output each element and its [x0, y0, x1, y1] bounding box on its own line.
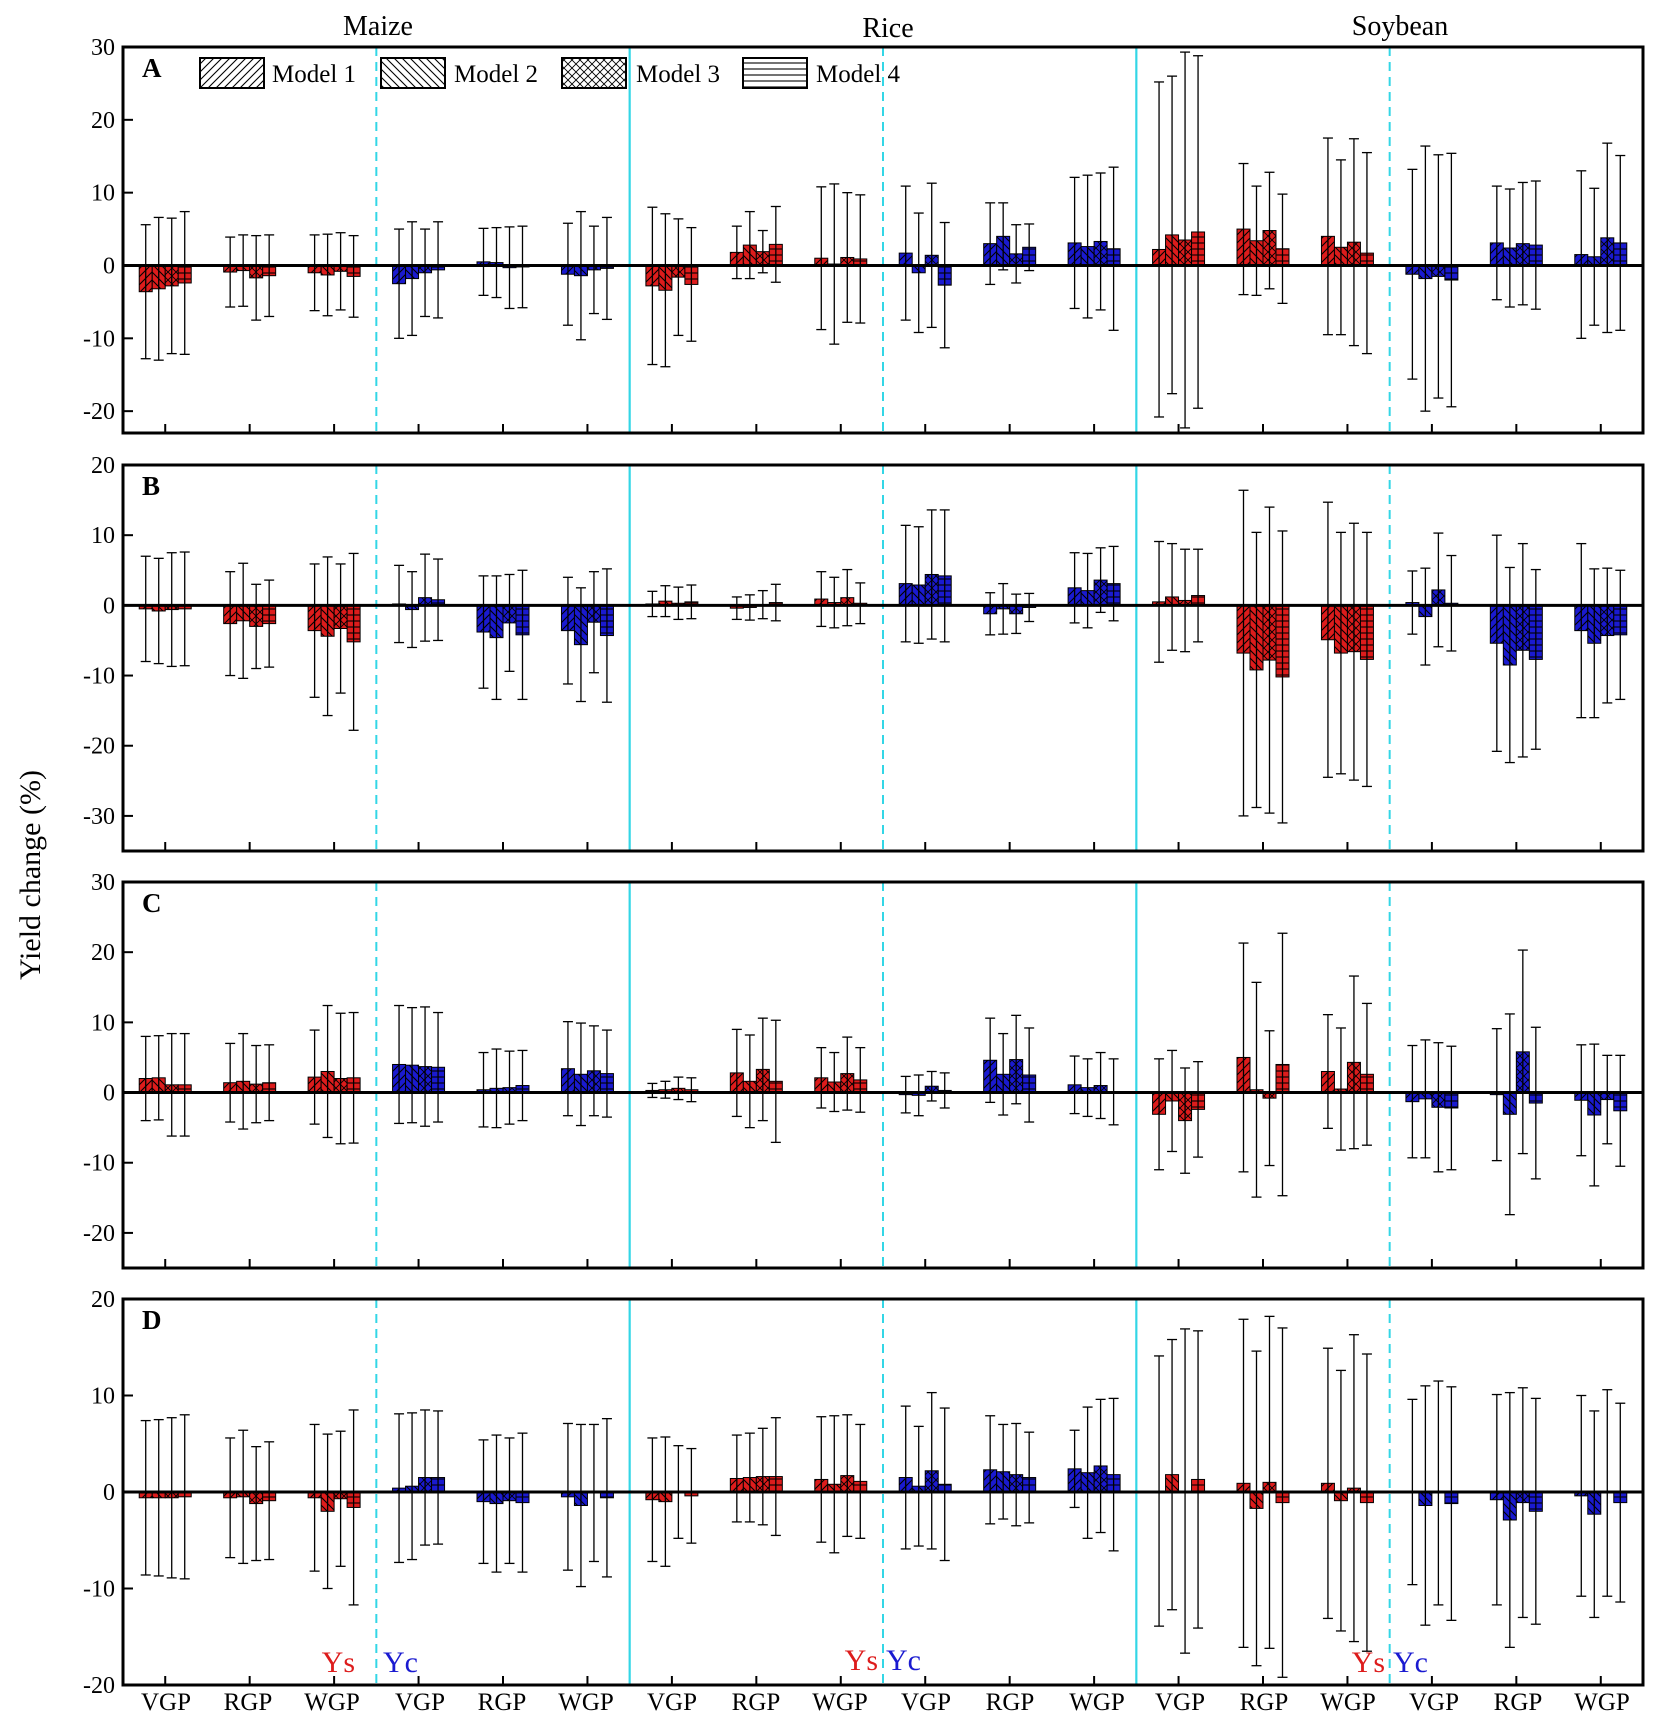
x-tick-label: VGP	[395, 1689, 445, 1716]
y-tick-label: 0	[103, 1081, 115, 1107]
y-tick-label: -20	[83, 734, 115, 760]
x-tick-label: WGP	[1574, 1689, 1630, 1716]
x-tick-label: WGP	[1320, 1689, 1376, 1716]
y-tick-label: 10	[91, 181, 115, 207]
legend-label-model-3: Model 3	[636, 61, 720, 88]
x-tick-labels: VGP RGP WGP VGP RGP WGP VGP RGP WGP VGP …	[141, 1689, 1630, 1716]
x-tick-label: VGP	[647, 1689, 697, 1716]
panel-frame	[121, 463, 1645, 853]
x-tick-label: RGP	[478, 1689, 527, 1716]
y-tick-label: 0	[103, 1480, 115, 1506]
y-tick-label: -20	[83, 1673, 115, 1699]
crop-title-soybean: Soybean	[1352, 11, 1448, 42]
y-tick-label: -10	[83, 664, 115, 690]
legend-swatch-model-4	[742, 57, 808, 89]
panel-C: -20 -10 0 10 20 30 C	[83, 870, 1645, 1270]
panel-B: -30 -20 -10 0 10 20 B	[83, 453, 1645, 853]
y-tick-label: 0	[103, 593, 115, 619]
x-tick-label: RGP	[732, 1689, 781, 1716]
y-tick-label: -10	[83, 326, 115, 352]
y-tick-label: 20	[91, 940, 115, 966]
x-tick-label: RGP	[1240, 1689, 1289, 1716]
panel-label: A	[142, 53, 162, 83]
panel-frame	[121, 1297, 1645, 1687]
group-label-ys: Ys	[845, 1644, 878, 1677]
x-tick-label: WGP	[1069, 1689, 1125, 1716]
y-tick-label: 0	[103, 253, 115, 279]
x-tick-label: VGP	[1409, 1689, 1459, 1716]
y-tick-label: -30	[83, 804, 115, 830]
y-tick-label: -10	[83, 1151, 115, 1177]
y-axis-label: Yield change (%)	[14, 770, 47, 980]
y-tick-label: 30	[91, 870, 115, 896]
y-tick-label: -20	[83, 399, 115, 425]
legend-swatch-model-3	[561, 57, 627, 89]
legend-swatch-model-1	[199, 57, 265, 89]
group-label-yc: Yc	[886, 1644, 921, 1677]
legend-label-model-1: Model 1	[272, 61, 356, 88]
x-tick-label: VGP	[141, 1689, 191, 1716]
panel-label: C	[142, 888, 162, 918]
x-tick-label: VGP	[901, 1689, 951, 1716]
legend-swatch-model-2	[380, 57, 446, 89]
group-labels: Ys Yc Ys Yc Ys Yc	[322, 1644, 1428, 1679]
x-tick-label: RGP	[986, 1689, 1035, 1716]
legend-label-model-2: Model 2	[454, 61, 538, 88]
x-tick-label: WGP	[304, 1689, 360, 1716]
y-tick-label: -10	[83, 1577, 115, 1603]
x-tick-label: WGP	[558, 1689, 614, 1716]
x-tick-label: RGP	[1494, 1689, 1543, 1716]
y-tick-label: 20	[91, 1287, 115, 1313]
y-tick-label: 10	[91, 1010, 115, 1036]
y-tick-label: 30	[91, 35, 115, 61]
panel-frame	[121, 880, 1645, 1270]
panel-label: B	[142, 471, 160, 501]
panels: -20 -10 0 10 20 30 A -30 -20 -10 0 10 20 B -20 -10 0 10 20…	[83, 35, 1645, 1699]
panel-label: D	[142, 1305, 162, 1335]
y-tick-label: 20	[91, 108, 115, 134]
panel-D: -20 -10 0 10 20 D	[83, 1287, 1645, 1699]
group-label-yc: Yc	[1393, 1646, 1428, 1679]
legend: Model 1 Model 2 Model 3 Model 4	[199, 57, 901, 89]
panel-A: -20 -10 0 10 20 30 A	[83, 35, 1645, 435]
y-tick-label: 10	[91, 523, 115, 549]
x-tick-label: VGP	[1155, 1689, 1205, 1716]
y-tick-label: -20	[83, 1221, 115, 1247]
group-label-yc: Yc	[383, 1646, 418, 1679]
panel-frame	[121, 45, 1645, 435]
legend-label-model-4: Model 4	[816, 61, 901, 88]
y-tick-label: 10	[91, 1384, 115, 1410]
x-tick-label: RGP	[224, 1689, 273, 1716]
y-tick-label: 20	[91, 453, 115, 479]
crop-title-rice: Rice	[862, 13, 913, 44]
crop-title-maize: Maize	[343, 11, 413, 42]
x-tick-label: WGP	[812, 1689, 868, 1716]
group-label-ys: Ys	[1352, 1646, 1385, 1679]
group-label-ys: Ys	[322, 1646, 355, 1679]
